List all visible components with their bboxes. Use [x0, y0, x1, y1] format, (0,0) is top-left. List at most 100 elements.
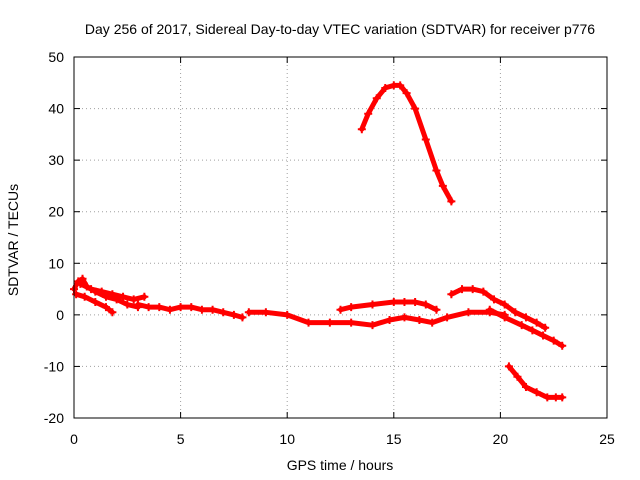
data-point — [133, 300, 142, 309]
x-axis-label: GPS time / hours — [287, 457, 394, 473]
data-point — [500, 313, 509, 322]
data-point — [447, 197, 456, 206]
data-point — [447, 290, 456, 299]
data-point — [372, 94, 381, 103]
data-point — [347, 318, 356, 327]
data-point — [485, 305, 494, 314]
data-point — [283, 310, 292, 319]
data-point — [517, 321, 526, 330]
data-point — [458, 285, 467, 294]
data-point — [155, 303, 164, 312]
grid-layer — [74, 57, 607, 418]
data-point — [528, 326, 537, 335]
data-point — [140, 292, 149, 301]
data-point — [396, 81, 405, 90]
data-point — [549, 336, 558, 345]
x-tick-label: 5 — [177, 431, 185, 447]
series-track-evening — [447, 285, 550, 332]
data-point — [400, 313, 409, 322]
data-point — [479, 287, 488, 296]
data-point — [97, 287, 106, 296]
series-track-midday — [244, 308, 509, 330]
data-point — [521, 313, 530, 322]
data-point — [558, 341, 567, 350]
data-point — [415, 316, 424, 325]
series-line — [359, 82, 454, 204]
data-point — [421, 135, 430, 144]
data-point — [389, 297, 398, 306]
y-tick-label: 40 — [48, 101, 64, 117]
data-point — [402, 89, 411, 98]
x-tick-label: 15 — [386, 431, 402, 447]
data-point — [521, 383, 530, 392]
data-point — [144, 303, 153, 312]
series-track-low — [504, 362, 567, 402]
series-line — [338, 299, 439, 313]
data-point — [80, 292, 89, 301]
data-point — [532, 388, 541, 397]
data-point — [78, 274, 87, 283]
data-point — [72, 290, 81, 299]
y-tick-label: 0 — [56, 307, 64, 323]
series-line — [448, 286, 548, 331]
data-point — [108, 290, 117, 299]
data-point — [244, 308, 253, 317]
data-point — [91, 297, 100, 306]
data-point — [411, 104, 420, 113]
data-point — [197, 305, 206, 314]
series-track-peak — [357, 81, 456, 206]
data-point — [500, 300, 509, 309]
data-point — [87, 285, 96, 294]
data-point — [187, 303, 196, 312]
data-point — [357, 125, 366, 134]
series-layer — [70, 81, 567, 402]
y-tick-label: 50 — [48, 49, 64, 65]
data-point — [381, 83, 390, 92]
data-point — [364, 109, 373, 118]
data-point — [438, 181, 447, 190]
data-point — [539, 331, 548, 340]
data-point — [368, 300, 377, 309]
data-point — [443, 313, 452, 322]
data-point — [108, 308, 117, 317]
y-tick-label: -20 — [44, 410, 64, 426]
data-point — [176, 303, 185, 312]
y-tick-label: 30 — [48, 152, 64, 168]
x-tick-label: 20 — [493, 431, 509, 447]
y-tick-label: 20 — [48, 204, 64, 220]
tick-layer: 0 5 10 15 20 25 -20 -10 0 10 20 30 40 50 — [44, 49, 615, 447]
data-point — [219, 308, 228, 317]
series-track-main-mid — [133, 300, 247, 322]
series-track-late — [485, 305, 567, 350]
data-point — [428, 318, 437, 327]
data-point — [129, 295, 138, 304]
plot-frame — [73, 56, 608, 419]
data-point — [532, 318, 541, 327]
data-point — [347, 303, 356, 312]
data-point — [558, 393, 567, 402]
data-point — [208, 305, 217, 314]
data-point — [165, 305, 174, 314]
data-point — [541, 323, 550, 332]
x-tick-label: 10 — [279, 431, 295, 447]
data-point — [336, 305, 345, 314]
data-point — [123, 300, 132, 309]
data-point — [400, 297, 409, 306]
data-point — [385, 316, 394, 325]
data-point — [411, 297, 420, 306]
data-point — [261, 308, 270, 317]
series-track-afternoon — [336, 297, 441, 314]
data-point — [543, 393, 552, 402]
data-point — [432, 305, 441, 314]
data-point — [421, 300, 430, 309]
data-point — [304, 318, 313, 327]
data-point — [325, 318, 334, 327]
data-point — [511, 308, 520, 317]
series-track-early-a — [72, 290, 117, 317]
data-point — [119, 292, 128, 301]
data-point — [464, 308, 473, 317]
data-point — [432, 166, 441, 175]
y-tick-label: 10 — [48, 255, 64, 271]
x-tick-label: 0 — [70, 431, 78, 447]
